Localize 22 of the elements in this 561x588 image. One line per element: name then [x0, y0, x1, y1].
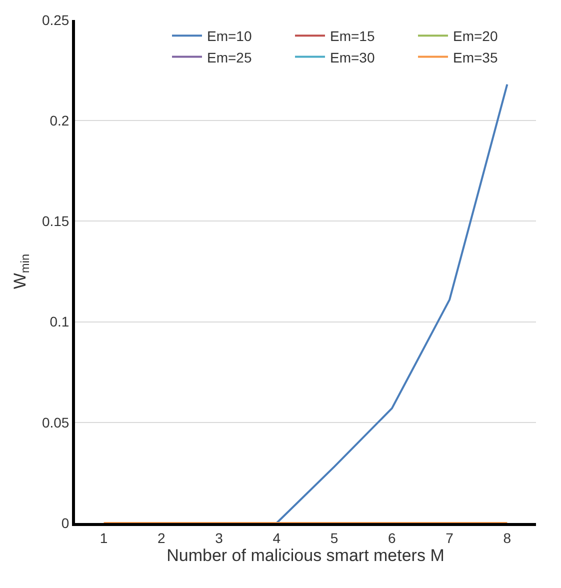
legend-label: Em=15	[330, 28, 375, 44]
x-axis-title: Number of malicious smart meters M	[166, 546, 444, 565]
legend-label: Em=25	[207, 49, 252, 66]
x-tick-label: 6	[388, 530, 396, 546]
x-tick-label: 1	[100, 530, 108, 546]
legend-label: Em=35	[453, 49, 498, 66]
y-tick-label: 0.25	[42, 12, 70, 28]
y-tick-label: 0.2	[50, 112, 70, 128]
y-tick-label: 0.15	[42, 213, 70, 230]
x-tick-label: 5	[330, 530, 338, 546]
x-tick-label: 7	[446, 530, 454, 546]
y-tick-label: 0	[61, 514, 70, 531]
y-tick-label: 0.1	[50, 314, 70, 330]
line-series	[276, 83, 508, 523]
legend-label: Em=20	[453, 28, 498, 44]
legend-label: Em=10	[207, 28, 252, 44]
x-tick-label: 8	[503, 530, 512, 546]
x-tick-label: 4	[272, 530, 281, 546]
x-tick-label: 2	[158, 530, 166, 546]
x-tick-label: 3	[215, 530, 224, 546]
legend-label: Em=30	[330, 49, 375, 66]
y-tick-label: 0.05	[42, 414, 70, 430]
